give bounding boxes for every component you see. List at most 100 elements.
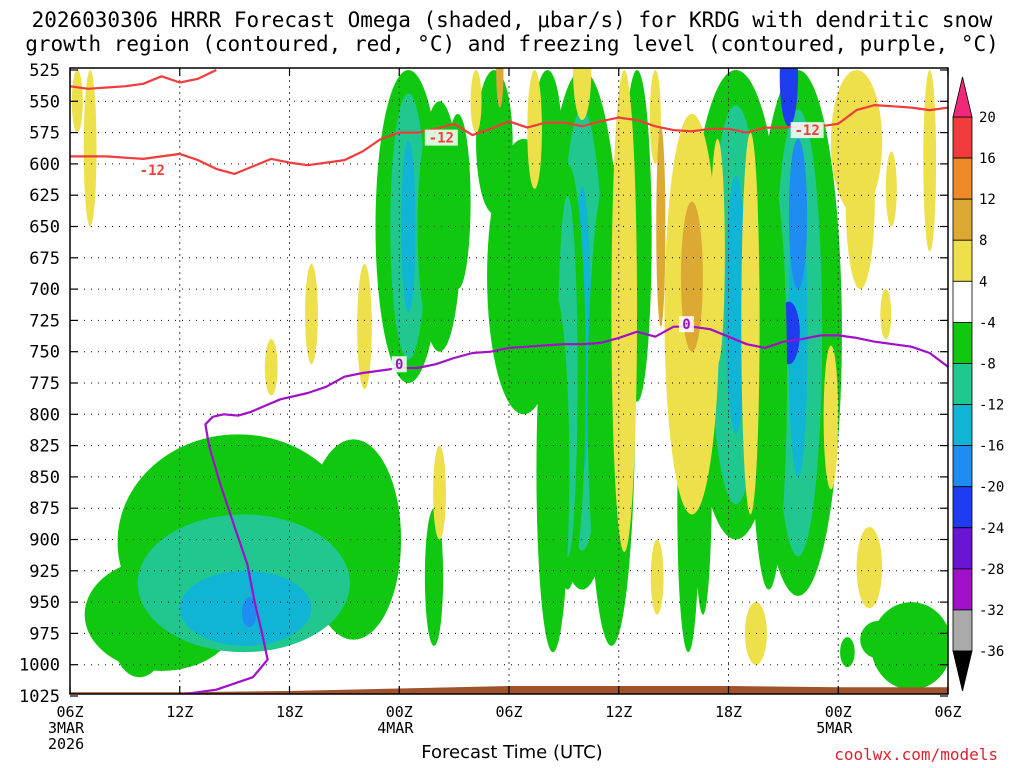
- omega-shade-descent: [741, 132, 760, 515]
- y-tick-label: 550: [29, 92, 60, 112]
- y-tick-label: 1000: [19, 656, 60, 676]
- colorbar-label: 20: [979, 110, 996, 126]
- colorbar-bin: [952, 280, 973, 323]
- omega-shade-column: [725, 175, 747, 434]
- colorbar-bin: [952, 157, 973, 200]
- colorbar-bin: [952, 198, 973, 241]
- y-tick-label: 675: [29, 249, 60, 269]
- y-tick-label: 750: [29, 343, 60, 363]
- y-tick-label: 625: [29, 186, 60, 206]
- omega-shade-region: [860, 620, 897, 659]
- x-tick-sublabel: 5MAR: [816, 719, 853, 737]
- omega-shade-descent: [496, 68, 504, 108]
- x-tick-label: 18Z: [276, 703, 303, 721]
- contour-label: -12: [140, 163, 165, 179]
- omega-shade-descent: [527, 70, 542, 189]
- y-tick-label: 875: [29, 499, 60, 519]
- omega-shade-region: [241, 597, 257, 628]
- omega-shade-descent: [649, 70, 661, 164]
- x-tick-label: 00Z: [386, 703, 413, 721]
- omega-shade-column: [476, 70, 513, 214]
- colorbar: 20 16 12 8 4 -4 -8 -12 -16 -20 -24 -28 -32 -36: [952, 76, 1004, 692]
- colorbar-label: 16: [979, 151, 996, 167]
- chart-title-line-1: 2026030306 HRRR Forecast Omega (shaded, …: [31, 8, 993, 32]
- colorbar-bin: [952, 568, 973, 611]
- y-tick-label: 700: [29, 280, 60, 300]
- omega-shade-descent: [305, 264, 318, 365]
- site-credit: coolwx.com/models: [834, 745, 998, 764]
- omega-shade-descent: [823, 345, 839, 490]
- y-tick-label: 775: [29, 374, 60, 394]
- x-tick-label: 12Z: [166, 703, 193, 721]
- y-tick-label: 725: [29, 311, 60, 331]
- omega-shade-column: [779, 68, 799, 127]
- y-tick-label: 950: [29, 593, 60, 613]
- y-tick-label: 650: [29, 218, 60, 238]
- omega-shade-column: [401, 140, 416, 313]
- colorbar-top-arrow: [952, 76, 973, 118]
- omega-shade-region: [871, 602, 948, 690]
- contour-label: 0: [682, 317, 690, 333]
- omega-shade-descent: [433, 445, 446, 540]
- omega-shade-column: [444, 113, 471, 290]
- x-tick-sublabel: 3MAR: [48, 719, 85, 737]
- y-tick-label: 575: [29, 124, 60, 144]
- x-tick-label: 06Z: [56, 703, 83, 721]
- colorbar-bottom-arrow: [952, 650, 973, 692]
- contour-label: -12: [429, 131, 454, 147]
- contour-label-bg: [790, 122, 824, 139]
- omega-shade-descent: [264, 339, 278, 396]
- omega-shade-descent: [923, 70, 937, 252]
- omega-shade-descent: [885, 151, 897, 227]
- omega-shade-descent: [880, 289, 892, 340]
- plot-grid: [70, 68, 948, 694]
- y-tick-label: 975: [29, 624, 60, 644]
- y-tick-label: 925: [29, 562, 60, 582]
- colorbar-label: -16: [979, 439, 1004, 455]
- dgz-contour-line: [70, 69, 217, 90]
- omega-shade-descent: [83, 70, 97, 227]
- y-tick-label: 1025: [19, 687, 60, 707]
- omega-shade-column: [357, 552, 372, 628]
- omega-shade-descent: [656, 126, 666, 327]
- colorbar-bin: [952, 363, 973, 405]
- x-tick-label: 06Z: [495, 703, 522, 721]
- contour-label-bg: [424, 129, 458, 146]
- y-tick-label: 600: [29, 155, 60, 175]
- colorbar-label: -8: [979, 356, 996, 372]
- omega-shade-descent: [611, 70, 638, 553]
- colorbar-label: -36: [979, 644, 1004, 660]
- colorbar-bin: [952, 445, 973, 488]
- colorbar-label: -12: [979, 398, 1004, 414]
- omega-shade-descent: [680, 201, 703, 352]
- x-tick-label: 00Z: [825, 703, 852, 721]
- colorbar-label: -4: [979, 315, 996, 331]
- contour-label: 0: [395, 357, 403, 373]
- colorbar-label: -32: [979, 603, 1004, 619]
- y-tick-label: 800: [29, 405, 60, 425]
- omega-shade-descent: [744, 602, 767, 665]
- omega-shade-descent: [573, 68, 592, 121]
- colorbar-label: 12: [979, 192, 996, 208]
- omega-shade-column: [750, 163, 788, 590]
- colorbar-label: 4: [979, 274, 987, 290]
- y-tick-label: 525: [29, 61, 60, 81]
- x-axis-label: Forecast Time (UTC): [421, 742, 603, 763]
- contour-label: -12: [795, 123, 820, 139]
- colorbar-bin: [952, 486, 973, 529]
- colorbar-label: -24: [979, 521, 1004, 537]
- omega-shade-column: [788, 138, 808, 290]
- colorbar-bin: [952, 321, 973, 364]
- x-tick-sublabel: 2026: [48, 735, 84, 753]
- contours: -12 -12 -12 0 0: [70, 69, 948, 694]
- omega-shade-descent: [357, 264, 372, 390]
- y-tick-label: 825: [29, 437, 60, 457]
- x-tick-label: 12Z: [605, 703, 632, 721]
- colorbar-bin: [952, 116, 973, 159]
- x-tick-sublabel: 4MAR: [377, 719, 414, 737]
- axes: 525 550 575 600 625 650 675 700 725 750 775 800 825 8…: [19, 61, 962, 753]
- omega-shade-region: [840, 637, 855, 668]
- colorbar-label: 8: [979, 233, 987, 249]
- omega-shade-column: [424, 508, 444, 646]
